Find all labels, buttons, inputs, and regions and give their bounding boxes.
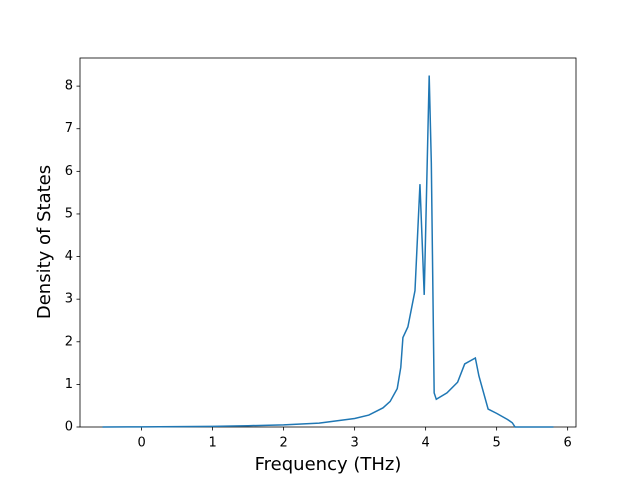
x-tick-label: 0 (137, 436, 145, 451)
y-axis-label: Density of States (34, 165, 55, 319)
x-tick-label: 6 (564, 436, 572, 451)
y-tick-label: 8 (65, 79, 73, 94)
x-tick-label: 2 (279, 436, 287, 451)
plot-frame (79, 57, 577, 428)
y-tick-label: 0 (65, 420, 73, 435)
y-tick-label: 1 (65, 377, 73, 392)
y-tick-label: 7 (65, 121, 73, 136)
x-tick-label: 1 (208, 436, 216, 451)
x-tick-label: 4 (421, 436, 429, 451)
line-series (102, 75, 554, 428)
x-tick-label: 5 (493, 436, 501, 451)
y-tick-label: 3 (65, 292, 73, 307)
y-tick-label: 4 (65, 249, 73, 264)
y-tick-label: 2 (65, 334, 73, 349)
y-tick-label: 5 (65, 206, 73, 221)
x-axis-label: Frequency (THz) (255, 454, 402, 475)
y-tick-label: 6 (65, 164, 73, 179)
x-tick-label: 3 (350, 436, 358, 451)
